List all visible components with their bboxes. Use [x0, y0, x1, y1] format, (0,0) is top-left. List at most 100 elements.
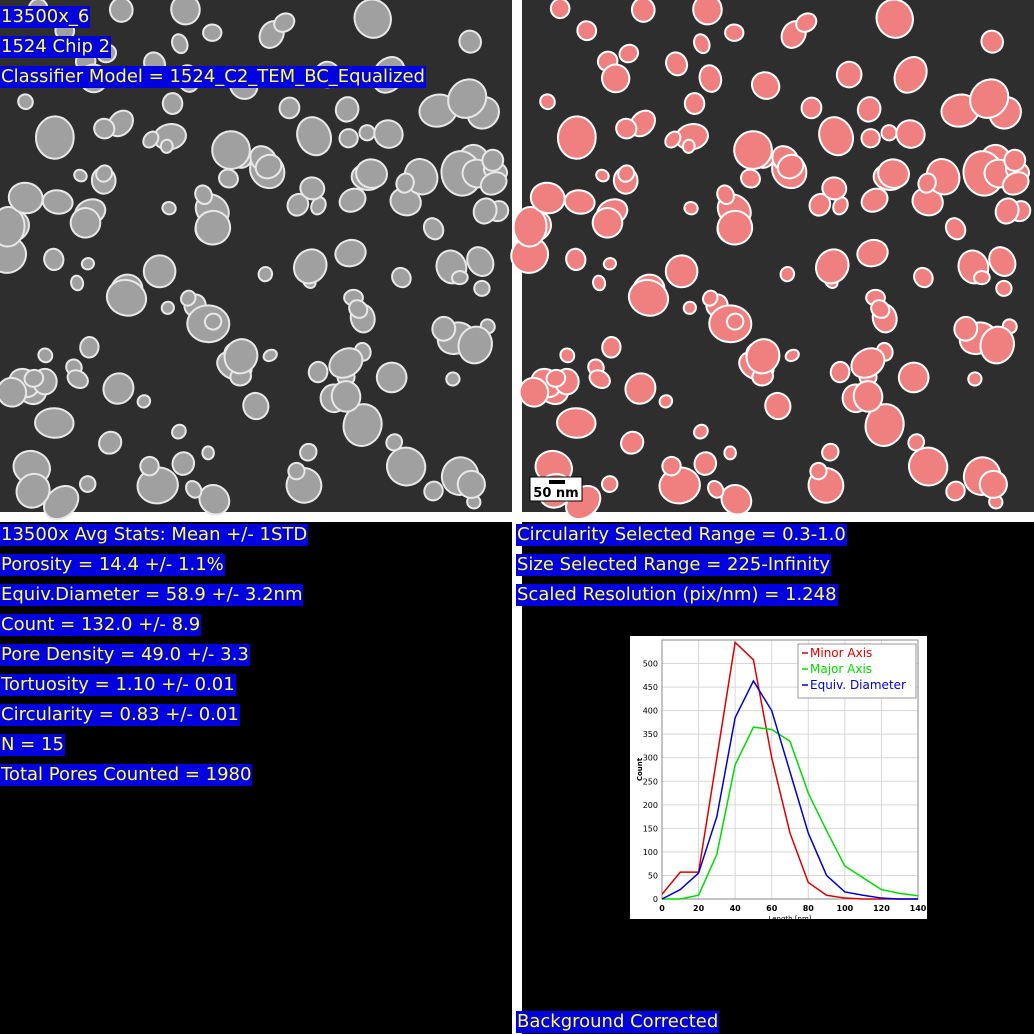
pore [73, 168, 88, 183]
pore-classified [518, 376, 550, 408]
pore-classified [693, 423, 709, 440]
pore [98, 430, 123, 455]
pore-classified [856, 96, 882, 123]
pore-classified [897, 361, 930, 394]
pore-classified [795, 12, 818, 33]
pore-classified [953, 315, 979, 342]
x-tick-label: 40 [730, 904, 742, 913]
pore [257, 265, 274, 283]
pore-classified [870, 299, 891, 319]
pore [431, 315, 457, 342]
pore-classified [720, 483, 753, 516]
pore [198, 483, 231, 516]
y-tick-label: 200 [643, 801, 658, 810]
pore [160, 300, 175, 315]
pore-classified [683, 201, 699, 216]
pore [299, 176, 326, 201]
pore [43, 247, 65, 272]
chart: 0 50 100 150 200 250 300 350 400 450 500 0 20 40 60 80 1… [636, 639, 927, 923]
label: Equiv.Diameter = 58.9 +/- 3.2nm [0, 584, 304, 606]
pore-classified [725, 312, 745, 331]
pore-classified [723, 445, 737, 461]
pore-classified [600, 475, 619, 493]
pore-classified [877, 158, 910, 189]
scale-bar [549, 480, 565, 484]
pore-classified [979, 325, 1015, 365]
pore-classified [664, 130, 682, 149]
pore [395, 172, 415, 194]
pore [334, 238, 367, 268]
pore [338, 128, 359, 149]
pore-classified [595, 168, 610, 183]
pore [287, 461, 306, 481]
pore-classified [815, 248, 850, 285]
pore-classified [707, 479, 725, 499]
pore [423, 480, 444, 502]
pore [201, 445, 215, 461]
pore-classified [980, 29, 1004, 54]
y-tick-label: 350 [643, 730, 658, 739]
pore [355, 158, 388, 189]
pore-classified [576, 20, 598, 42]
pore [0, 205, 26, 248]
pore-classified [978, 469, 1008, 499]
pore [43, 485, 80, 521]
scale-bar-label: 50 nm [533, 486, 578, 501]
y-tick-label: 50 [648, 871, 658, 880]
label: 13500x Avg Stats: Mean +/- 1STD [0, 524, 309, 546]
pore [37, 347, 54, 364]
pore [223, 338, 259, 375]
pore-classified [693, 33, 711, 55]
pore [171, 423, 187, 440]
pore-classified [618, 43, 640, 64]
pore-classified [617, 164, 636, 183]
pore-classified [545, 368, 567, 388]
pore [242, 391, 270, 421]
pore-classified [512, 205, 548, 248]
pore [466, 246, 495, 277]
pore-classified [829, 360, 851, 384]
pore-classified [850, 347, 886, 379]
pore-classified [967, 371, 983, 387]
pore [334, 96, 360, 123]
label: Background Corrected [516, 1011, 720, 1033]
pore [293, 248, 328, 285]
x-tick-label: 0 [659, 904, 665, 913]
pore [422, 217, 445, 241]
label: Circularity = 0.83 +/- 0.01 [0, 704, 240, 726]
pore [23, 368, 45, 388]
pore-classified [658, 394, 674, 409]
pore-classified [821, 176, 848, 201]
pore-classified [913, 266, 934, 289]
pore [161, 201, 177, 216]
pore [307, 360, 329, 384]
pore [445, 371, 461, 387]
pore [458, 29, 482, 54]
pore-classified [893, 56, 928, 94]
pore-classified [995, 279, 1013, 297]
pore-classified [917, 172, 937, 194]
pore [330, 380, 362, 413]
pore [481, 148, 505, 172]
label: 1524 Chip 2 [0, 36, 112, 58]
y-axis-label: Count [636, 757, 644, 781]
pore [0, 236, 28, 274]
pore-classified [895, 119, 926, 149]
pore-classified [620, 430, 645, 455]
pore [93, 117, 116, 140]
pore-classified [661, 455, 682, 477]
label: Classifier Model = 1524_C2_TEM_BC_Equali… [0, 66, 426, 88]
x-tick-label: 120 [873, 904, 890, 913]
pore [0, 376, 28, 408]
pore [180, 289, 197, 307]
pore [136, 394, 152, 409]
pore [70, 274, 85, 292]
pore-classified [588, 369, 611, 389]
pore-classified [693, 451, 718, 476]
pore-classified [702, 289, 719, 307]
label: Porosity = 14.4 +/- 1.1% [0, 554, 225, 576]
pore-classified [683, 92, 706, 115]
plot-frame [661, 639, 919, 900]
pore [105, 278, 148, 317]
